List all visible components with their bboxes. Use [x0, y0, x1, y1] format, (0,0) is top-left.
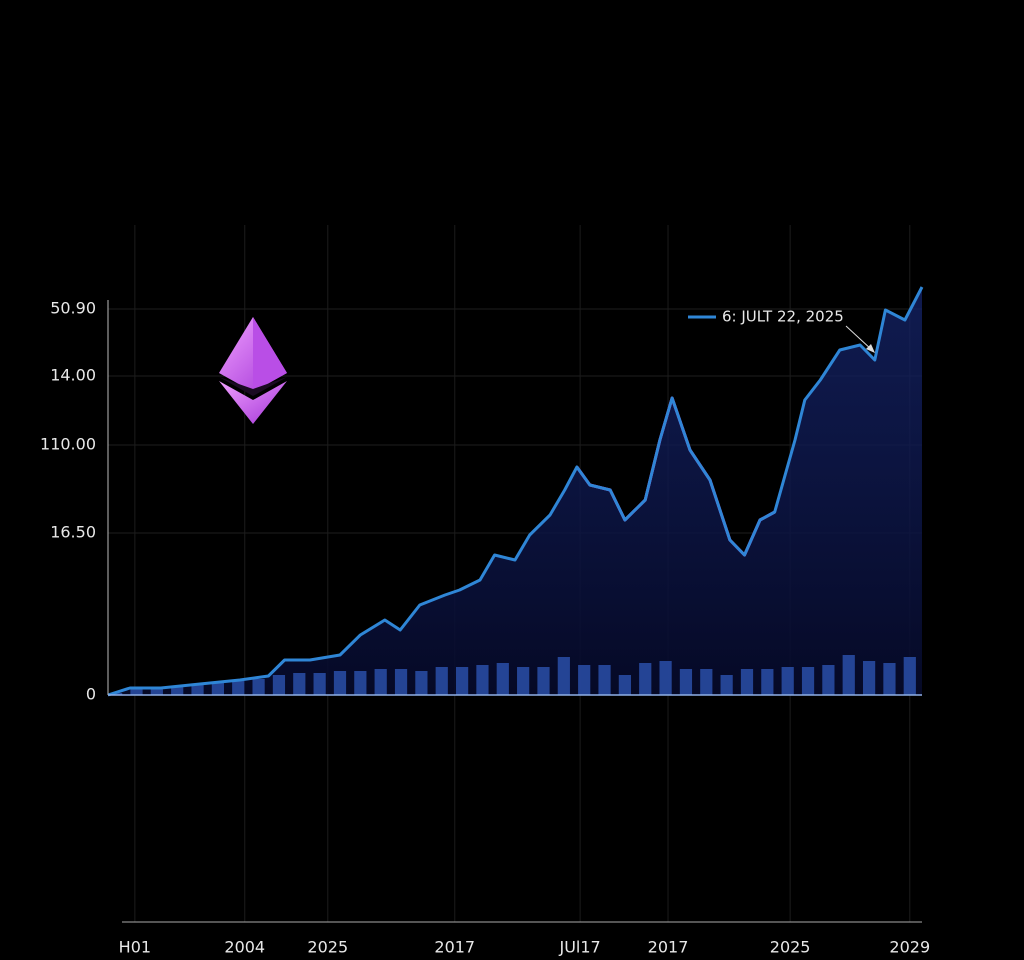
volume-bar — [415, 671, 428, 695]
y-tick-label: 110.00 — [40, 435, 96, 454]
volume-bar — [130, 689, 143, 695]
arrow-head — [866, 344, 875, 353]
x-tick-label: 2004 — [224, 938, 265, 957]
volume-bar — [720, 675, 733, 695]
legend-label: 6: JULT 22, 2025 — [722, 308, 844, 326]
volume-bar — [618, 675, 631, 695]
volume-bar — [272, 675, 286, 695]
volume-bar — [578, 665, 591, 695]
y-tick-label: 16.50 — [50, 523, 96, 542]
x-tick-label: 2017 — [434, 938, 475, 957]
volume-bar — [191, 685, 204, 695]
volume-bar — [211, 683, 224, 695]
legend: 6: JULT 22, 2025 — [688, 308, 875, 353]
x-tick-label: 2017 — [648, 938, 689, 957]
volume-bar — [537, 667, 550, 695]
x-tick-label: 2025 — [307, 938, 348, 957]
volume-bar — [740, 669, 754, 695]
volume-bar — [455, 667, 469, 695]
volume-bar — [822, 665, 835, 695]
x-tick-label: 2029 — [889, 938, 930, 957]
volume-bar — [639, 663, 652, 695]
volume-bar — [862, 661, 876, 695]
volume-bar — [252, 679, 265, 695]
volume-bar — [171, 687, 184, 695]
volume-bar — [232, 681, 245, 695]
ethereum-logo — [219, 317, 287, 424]
volume-bar — [659, 661, 672, 695]
x-tick-label: 2025 — [770, 938, 811, 957]
volume-bar — [679, 669, 693, 695]
volume-bar — [354, 671, 367, 695]
volume-bar — [374, 669, 387, 695]
volume-bar — [333, 671, 347, 695]
volume-bar — [313, 673, 326, 695]
volume-bar — [435, 667, 448, 695]
volume-bar — [557, 657, 570, 695]
volume-bar — [517, 667, 530, 695]
volume-bar — [700, 669, 713, 695]
plot — [107, 286, 924, 697]
volume-bar — [883, 663, 896, 695]
y-tick-label: 14.00 — [50, 366, 96, 385]
volume-bar — [394, 669, 408, 695]
y-tick-label: 0 — [86, 685, 96, 704]
volume-bar — [496, 663, 509, 695]
volume-bar — [781, 667, 794, 695]
volume-bar — [293, 673, 306, 695]
volume-bar — [150, 687, 163, 695]
volume-bar — [110, 693, 123, 695]
volume-bar — [842, 655, 855, 695]
annotation-arrow — [845, 325, 873, 351]
volume-bar — [598, 665, 611, 695]
volume-bar — [761, 669, 774, 695]
price-line — [107, 286, 924, 697]
volume-bar — [801, 667, 815, 695]
x-tick-label: H01 — [119, 938, 151, 957]
volume-bar — [903, 657, 916, 695]
x-tick-label: JUl17 — [559, 938, 601, 957]
y-tick-label: 50.90 — [50, 299, 96, 318]
area — [108, 287, 922, 695]
volume-bar — [476, 665, 489, 695]
